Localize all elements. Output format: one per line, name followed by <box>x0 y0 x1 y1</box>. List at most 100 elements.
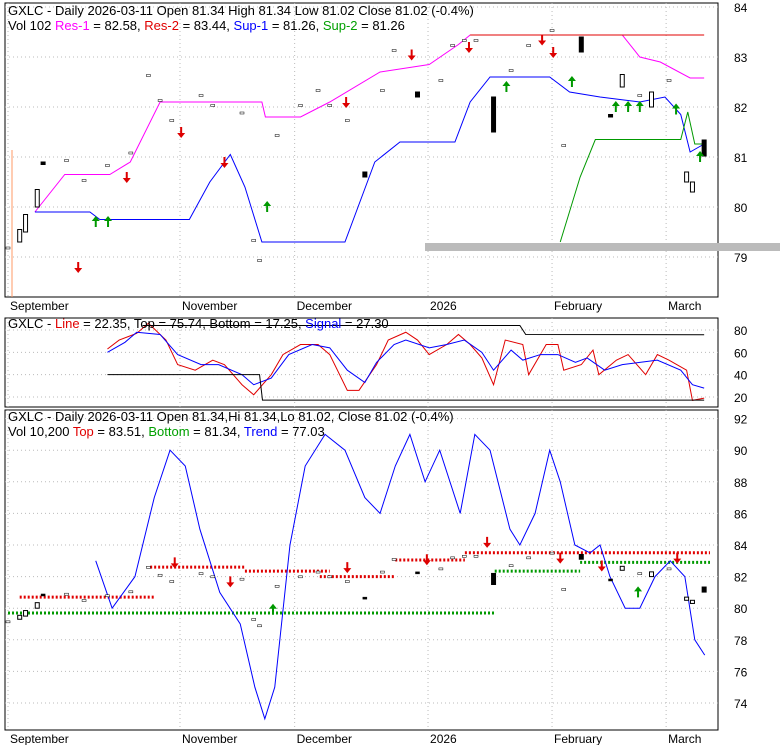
price-candle <box>684 171 690 183</box>
series-trend <box>95 433 706 721</box>
y-tick-label: 80 <box>734 201 748 215</box>
price-candle-lower <box>561 588 566 591</box>
price-candle <box>637 94 643 97</box>
sup2-value: = 81.26 <box>357 18 405 33</box>
price-candle <box>251 239 256 242</box>
y-tick-label: 82 <box>734 571 748 585</box>
buy-arrow-icon <box>624 101 633 112</box>
price-candle-lower <box>298 575 303 579</box>
panel-frame-1 <box>4 2 719 298</box>
bottom-value: = 81.34, <box>189 424 244 439</box>
price-candle-lower <box>198 572 204 575</box>
price-candle <box>608 114 614 118</box>
price-candle <box>128 151 134 155</box>
price-candle <box>40 161 46 165</box>
price-candle-lower <box>81 599 87 602</box>
y-tick-label: 83 <box>734 51 748 65</box>
y-tick-label: 88 <box>734 476 748 490</box>
sup1-value: = 81.26, <box>268 18 323 33</box>
price-candle <box>315 89 321 92</box>
price-candle <box>327 104 332 107</box>
line-values: = 22.35, Top = 75.74, Bottom = 17.25, <box>79 316 306 331</box>
y-tick-label: 79 <box>734 251 748 265</box>
res2-label: Res-2 <box>144 18 179 33</box>
price-candle <box>666 79 672 82</box>
price-header-line1: GXLC - Daily 2026-03-11 Open 81.34 High … <box>8 3 474 18</box>
price-candle <box>491 96 497 133</box>
buy-arrow-icon <box>263 201 272 212</box>
price-candle-lower <box>64 592 69 596</box>
buy-arrow-icon <box>611 101 620 112</box>
price-candle <box>198 94 204 97</box>
price-candle-lower <box>438 567 444 571</box>
price-candle <box>146 74 151 77</box>
x-tick-label: November <box>182 299 237 313</box>
series-sup-2 <box>559 111 705 243</box>
volume-price-band <box>425 243 780 251</box>
price-candle <box>391 49 397 52</box>
price-candle-lower <box>473 555 479 558</box>
price-candle <box>105 164 110 167</box>
volume-text: Vol 102 <box>8 18 55 33</box>
price-candle <box>23 214 29 233</box>
series-res-1 <box>34 34 705 213</box>
price-candle <box>701 139 707 157</box>
sup2-label: Sup-2 <box>322 18 358 33</box>
buy-arrow-icon <box>635 101 644 112</box>
price-candle <box>462 39 467 42</box>
price-header: GXLC - Daily 2026-03-11 Open 81.34 High … <box>8 3 474 33</box>
price-candle-lower <box>491 572 497 586</box>
price-candle-lower <box>689 599 695 604</box>
trend-label: Trend <box>243 424 278 439</box>
trend-header: GXLC - Daily 2026-03-11 Open 81.34,Hi 81… <box>8 409 454 439</box>
price-candle <box>64 159 69 162</box>
trend-header-line1: GXLC - Daily 2026-03-11 Open 81.34,Hi 81… <box>8 409 454 424</box>
buy-arrow-icon <box>696 151 705 162</box>
y-tick-label: 40 <box>734 369 748 383</box>
price-candle-lower <box>649 571 654 578</box>
price-candle <box>526 44 531 47</box>
signal-value: = 27.30 <box>341 316 389 331</box>
signal-label: Signal <box>305 316 342 331</box>
price-candle <box>649 91 654 108</box>
price-candle-lower <box>40 593 46 597</box>
sell-arrow-icon <box>673 552 682 564</box>
price-candle <box>619 74 625 88</box>
price-candle-lower <box>315 570 321 574</box>
x-tick-label: September <box>10 299 69 313</box>
res1-label: Res-1 <box>55 18 90 33</box>
y-tick-label: 92 <box>734 413 748 427</box>
sell-arrow-icon <box>483 536 492 548</box>
res2-value: = 83.44, <box>178 18 234 33</box>
buy-arrow-icon <box>634 586 643 598</box>
price-candle-lower <box>508 564 514 567</box>
sell-arrow-icon <box>464 42 473 53</box>
price-candle <box>578 36 584 53</box>
x-tick-label: March <box>668 732 701 745</box>
sell-arrow-icon <box>422 554 431 566</box>
price-candle-lower <box>169 580 175 583</box>
y-tick-label: 84 <box>734 1 748 15</box>
sell-arrow-icon <box>343 562 352 574</box>
price-candle-lower <box>362 596 368 600</box>
price-candle <box>362 171 368 178</box>
price-candle-lower <box>666 567 672 571</box>
price-candle-lower <box>23 610 29 617</box>
x-tick-label: December <box>297 299 352 313</box>
y-tick-label: 80 <box>734 602 748 616</box>
y-tick-label: 20 <box>734 391 748 405</box>
price-candle-lower <box>34 602 40 609</box>
price-candle-lower <box>701 586 707 593</box>
sup1-label: Sup-1 <box>233 18 269 33</box>
price-candle-lower <box>251 618 256 621</box>
price-candle-lower <box>462 555 467 558</box>
price-candle <box>438 79 444 82</box>
price-candle <box>34 189 40 208</box>
osc-prefix: GXLC - <box>8 316 55 331</box>
bottom-label: Bottom <box>148 424 190 439</box>
res1-value: = 82.58, <box>89 18 145 33</box>
line-label: Line <box>54 316 80 331</box>
price-candle <box>239 111 245 115</box>
price-header-line2: Vol 102 Res-1 = 82.58, Res-2 = 83.44, Su… <box>8 18 474 33</box>
